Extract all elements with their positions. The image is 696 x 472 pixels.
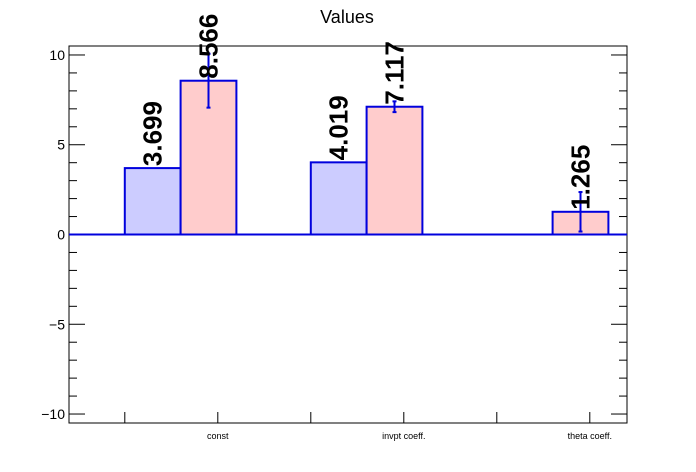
y-tick-label: −10: [41, 406, 65, 422]
x-axis: const invpt coeff. theta coeff.: [124, 412, 612, 441]
bar: [123, 167, 182, 236]
data-label: 8.566: [194, 14, 224, 79]
y-tick-label: 5: [57, 137, 65, 153]
y-tick-label: 10: [49, 47, 65, 63]
data-label: 1.265: [566, 145, 596, 210]
x-tick-label: invpt coeff.: [382, 431, 425, 441]
y-tick-label: 0: [57, 227, 65, 243]
chart-title: Values: [320, 7, 374, 27]
data-label: 7.117: [380, 41, 410, 105]
bar-series: [69, 52, 627, 236]
x-tick-label: const: [207, 431, 229, 441]
x-tick-label: theta coeff.: [568, 431, 612, 441]
data-label: 4.019: [324, 95, 354, 160]
y-axis: 10 5 0 −5 −10: [41, 47, 627, 422]
data-label: 3.699: [138, 101, 168, 166]
bar: [365, 105, 424, 236]
y-tick-label: −5: [49, 316, 65, 332]
data-labels: 3.699 4.019 8.566 7.117 1.265: [138, 14, 596, 210]
bar: [309, 161, 368, 236]
